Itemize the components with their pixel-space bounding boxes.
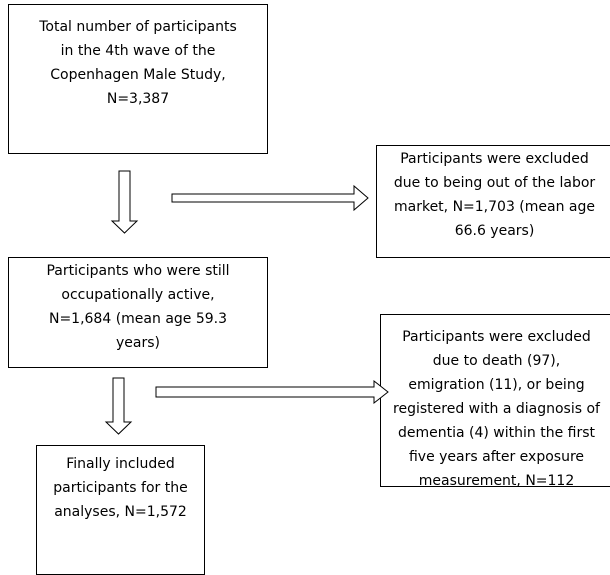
box-text-line: five years after exposure xyxy=(408,449,585,465)
box-text-line: measurement, N=112 xyxy=(418,473,575,489)
box-text-line: Participants were excluded xyxy=(402,329,591,345)
box-text-line: Finally included xyxy=(66,456,175,472)
box-text-line: years) xyxy=(116,335,160,351)
down-arrow-icon xyxy=(104,377,133,435)
box-text-line: N=1,684 (mean age 59.3 xyxy=(48,311,228,327)
right-arrow-icon xyxy=(155,379,389,405)
box-text-line: due to death (97), xyxy=(432,353,561,369)
box-text-line: Total number of participants xyxy=(39,19,237,35)
excluded-labor-market-box: Participants were excluded due to being … xyxy=(376,145,610,258)
box-text-line: Participants who were still xyxy=(46,263,230,279)
right-arrow-icon xyxy=(171,184,369,212)
excluded-death-emigration-dementia-box: Participants were excluded due to death … xyxy=(380,314,610,489)
box-text-line: N=3,387 xyxy=(106,91,170,107)
box-text-line: participants for the xyxy=(53,480,188,496)
box-text-line: Copenhagen Male Study, xyxy=(50,67,226,83)
box-text-line: dementia (4) within the first xyxy=(397,425,595,441)
box-text-line: Participants were excluded xyxy=(400,151,589,167)
box-text-line: market, N=1,703 (mean age xyxy=(393,199,595,215)
box-text-line: occupationally active, xyxy=(61,287,215,303)
down-arrow-icon xyxy=(110,170,139,234)
box-text-line: in the 4th wave of the xyxy=(60,43,216,59)
box-text-line: 66.6 years) xyxy=(454,223,535,239)
box-text-line: due to being out of the labor xyxy=(393,175,596,191)
occupationally-active-box: Participants who were still occupational… xyxy=(8,257,268,368)
box-text-line: emigration (11), or being xyxy=(408,377,585,393)
final-included-box: Finally included participants for the an… xyxy=(36,445,205,575)
box-text-line: analyses, N=1,572 xyxy=(54,504,187,520)
total-participants-box: Total number of participants in the 4th … xyxy=(8,4,268,154)
box-text-line: registered with a diagnosis of xyxy=(393,401,600,417)
